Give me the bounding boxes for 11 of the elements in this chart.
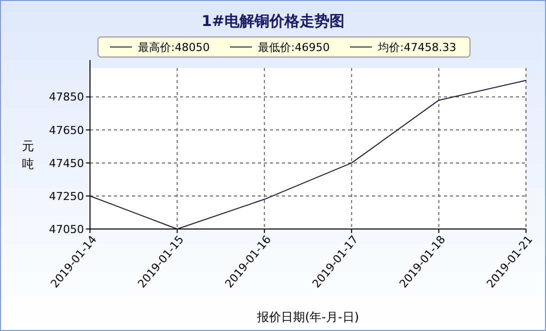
y-tick-label: 47250: [49, 190, 84, 203]
y-axis-title: 元吨: [22, 139, 34, 171]
y-tick-label: 47850: [49, 90, 84, 104]
y-tick-label: 47450: [49, 156, 84, 170]
chart-title: 1#电解铜价格走势图: [201, 12, 345, 30]
y-tick-label: 47650: [49, 124, 84, 137]
text: 均价:47458.33: [377, 41, 456, 54]
text: 最低价:46950: [258, 41, 330, 54]
x-axis-title: 报价日期(年-月-日): [256, 310, 360, 324]
y-tick-label: 47050: [49, 222, 84, 236]
text: 最高价:48050: [138, 41, 210, 54]
